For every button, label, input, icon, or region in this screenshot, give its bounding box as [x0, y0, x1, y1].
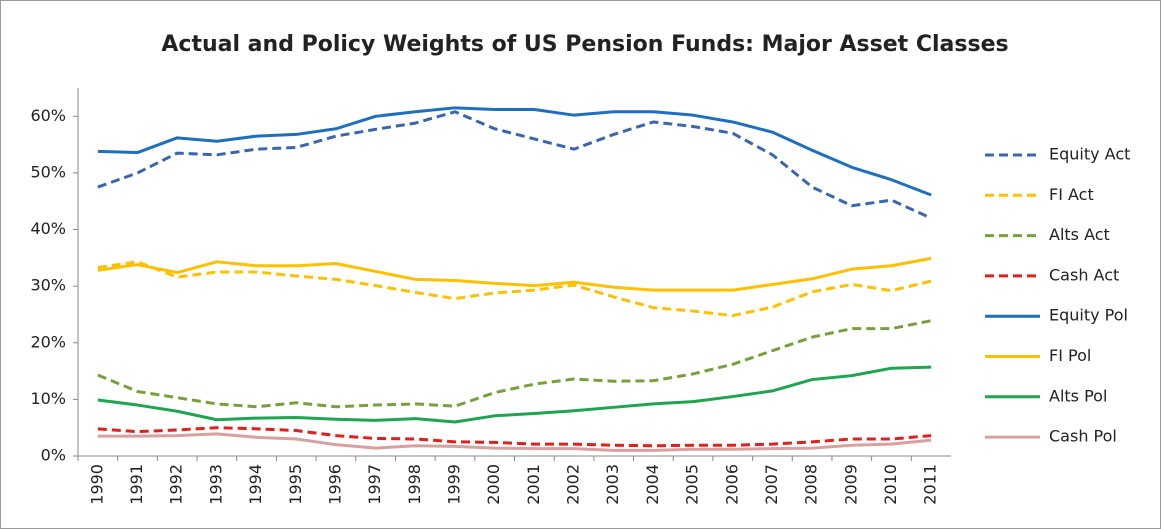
x-tick-label: 1992 [167, 464, 186, 505]
series-line [97, 260, 932, 318]
x-tick-label: 1993 [206, 464, 225, 505]
legend-label: FI Pol [1049, 346, 1091, 365]
series-line [97, 256, 932, 292]
x-tick-label: 1995 [286, 464, 305, 505]
chart-title: Actual and Policy Weights of US Pension … [161, 32, 1008, 57]
x-tick-label: 2002 [564, 464, 583, 505]
legend-label: Cash Pol [1049, 427, 1117, 446]
x-tick-label: 2003 [603, 464, 622, 505]
legend-label: Alts Act [1049, 225, 1110, 244]
x-tick-label: 2007 [762, 464, 781, 505]
series-line [97, 110, 932, 220]
y-tick-label: 40% [30, 219, 66, 238]
series-line [97, 106, 932, 197]
y-tick-label: 10% [30, 389, 66, 408]
legend-label: Cash Act [1049, 265, 1119, 284]
x-tick-label: 2010 [881, 464, 900, 505]
x-tick-label: 2001 [524, 464, 543, 505]
x-tick-label: 2005 [683, 464, 702, 505]
legend-label: Equity Act [1049, 145, 1130, 164]
series-line [97, 365, 932, 424]
y-tick-label: 60% [30, 106, 66, 125]
x-tick-label: 2008 [802, 464, 821, 505]
legend-label: Alts Pol [1049, 386, 1107, 405]
x-tick-label: 1994 [246, 464, 265, 505]
y-tick-label: 30% [30, 276, 66, 295]
x-tick-label: 2009 [841, 464, 860, 505]
x-tick-label: 2011 [921, 464, 940, 505]
x-tick-label: 2006 [722, 464, 741, 505]
x-tick-label: 1997 [365, 464, 384, 505]
y-tick-label: 0% [41, 446, 66, 465]
x-tick-label: 2004 [643, 464, 662, 505]
series-line [97, 432, 932, 452]
y-tick-label: 20% [30, 332, 66, 351]
x-tick-label: 1990 [87, 464, 106, 505]
x-tick-label: 1996 [325, 464, 344, 505]
legend-label: FI Act [1049, 185, 1094, 204]
x-tick-label: 1998 [405, 464, 424, 505]
x-tick-label: 2000 [484, 464, 503, 505]
series-line [97, 319, 932, 409]
x-tick-label: 1991 [127, 464, 146, 505]
legend-label: Equity Pol [1049, 306, 1128, 325]
y-tick-label: 50% [30, 162, 66, 181]
x-tick-label: 1999 [444, 464, 463, 505]
